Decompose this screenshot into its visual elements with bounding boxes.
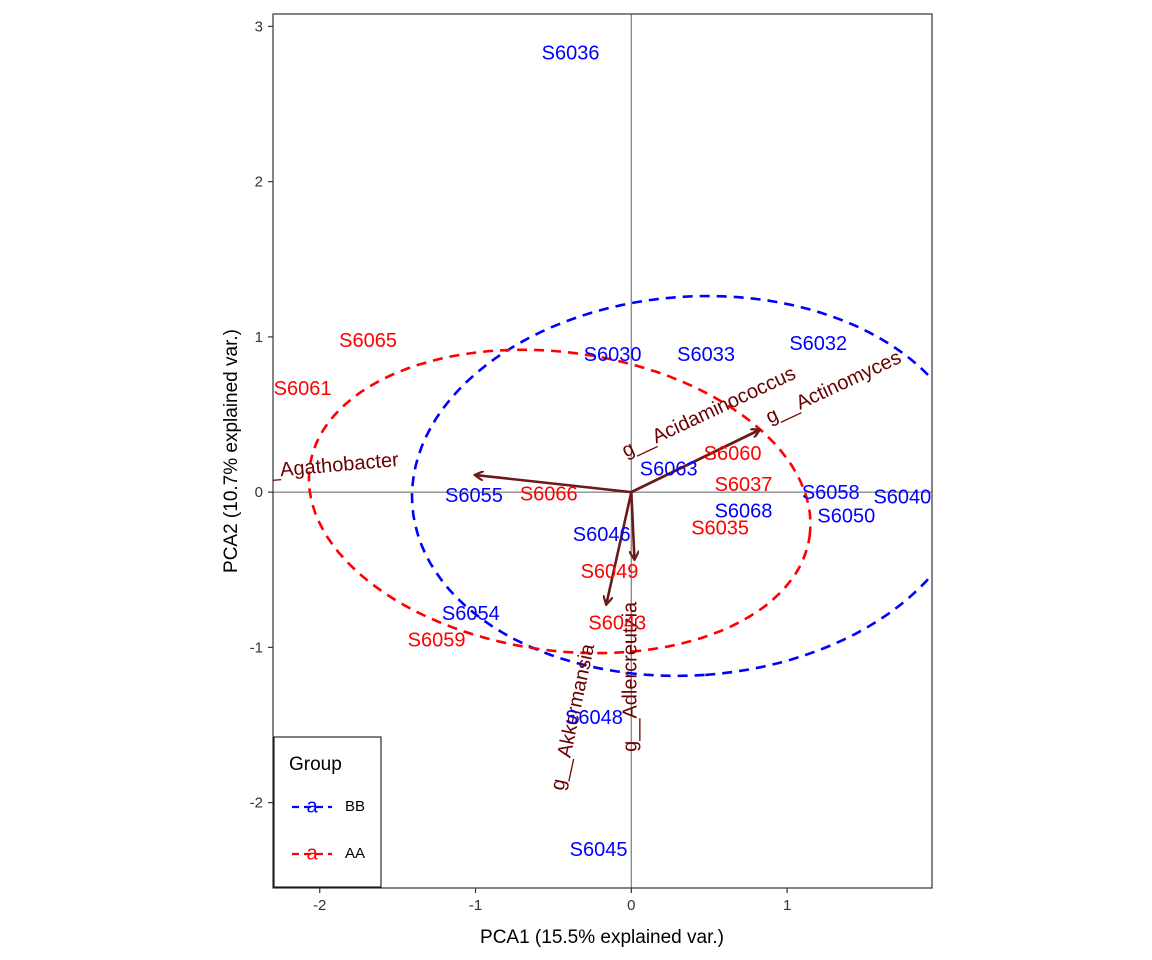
plot-border — [272, 13, 933, 889]
legend-items: a BB a AA — [292, 795, 365, 864]
arrow-g__Akkermansia — [606, 491, 633, 604]
sample-labels: S6036 S6030 S6033 S6032 S6063 S6055 S6058 S6040… — [274, 43, 932, 861]
y-tick-label: -1 — [250, 639, 263, 656]
sample-point-bb: S6036 — [542, 43, 600, 65]
sample-point-aa: S6037 — [715, 474, 773, 496]
sample-point-bb: S6032 — [789, 333, 847, 355]
group-ellipses — [307, 294, 932, 678]
y-tick-label: -2 — [250, 795, 263, 812]
x-axis-ticks: -2 -1 0 1 — [313, 888, 791, 914]
legend-title: Group — [289, 754, 342, 775]
sample-point-aa: S6059 — [408, 629, 466, 651]
variable-arrows — [476, 430, 760, 604]
sample-point-bb: S6045 — [570, 839, 628, 861]
sample-point-aa: S6066 — [520, 484, 578, 506]
sample-point-aa: S6043 — [588, 612, 646, 634]
ellipse-aa — [307, 348, 812, 655]
reference-lines — [273, 14, 932, 888]
sample-point-bb: S6063 — [640, 459, 698, 481]
y-tick-label: 2 — [255, 174, 263, 191]
sample-point-bb: S6050 — [817, 505, 875, 527]
legend-key-symbol: a — [306, 795, 318, 817]
sample-point-bb: S6058 — [802, 482, 860, 504]
x-tick-label: -1 — [469, 897, 482, 914]
x-tick-label: 1 — [783, 897, 791, 914]
sample-point-bb: S6054 — [442, 603, 500, 625]
sample-point-bb: S6055 — [445, 485, 503, 507]
y-axis-title: PCA2 (10.7% explained var.) — [221, 329, 242, 573]
sample-point-bb: S6033 — [677, 344, 735, 366]
sample-point-aa: S6061 — [274, 378, 332, 400]
x-axis-title: PCA1 (15.5% explained var.) — [480, 927, 724, 948]
sample-point-bb: S6030 — [584, 344, 642, 366]
y-tick-label: 0 — [255, 484, 263, 501]
x-tick-label: -2 — [313, 897, 326, 914]
x-tick-label: 0 — [627, 897, 635, 914]
sample-point-aa: S6035 — [691, 518, 749, 540]
legend-label: AA — [345, 845, 365, 862]
legend-key-symbol: a — [306, 842, 318, 864]
variable-label: g__Adlercreutzia — [620, 601, 642, 752]
arrow-g__Adlercreutzia — [631, 492, 634, 559]
sample-point-bb: S6040 — [873, 487, 931, 509]
sample-point-aa: S6065 — [339, 330, 397, 352]
arrow-g__Agathobacter — [476, 475, 632, 494]
y-axis-ticks: -2 -1 0 1 2 3 — [250, 18, 273, 812]
sample-point-aa: S6060 — [704, 443, 762, 465]
legend: Group a BB a AA — [273, 736, 382, 888]
arrow-g__Actinomyces — [630, 430, 759, 494]
y-tick-label: 3 — [255, 18, 263, 35]
sample-point-aa: S6049 — [581, 561, 639, 583]
legend-label: BB — [345, 798, 365, 815]
sample-point-bb: S6048 — [565, 707, 623, 729]
y-tick-label: 1 — [255, 329, 263, 346]
sample-point-bb: S6046 — [573, 524, 631, 546]
sample-point-bb: S6068 — [715, 501, 773, 523]
legend-box — [273, 736, 382, 888]
plot-panel — [273, 14, 932, 888]
